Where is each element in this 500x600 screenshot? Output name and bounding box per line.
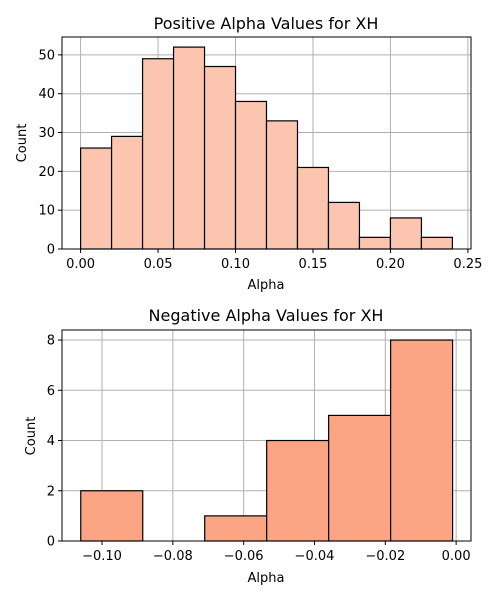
y-tick-label: 0 bbox=[47, 243, 55, 258]
y-tick-label: 0 bbox=[47, 535, 55, 550]
y-tick-label: 4 bbox=[47, 434, 55, 449]
y-tick-label: 20 bbox=[38, 165, 55, 180]
x-tick-label: −0.10 bbox=[82, 549, 122, 564]
histogram-bar bbox=[420, 236, 454, 250]
histogram-bar bbox=[265, 120, 299, 250]
histogram-bar bbox=[203, 65, 237, 250]
x-tick-label: 0.20 bbox=[376, 257, 405, 272]
positive-alpha-histogram: Positive Alpha Values for XH 0.00 0.05 0.1… bbox=[15, 14, 482, 293]
histogram-bar bbox=[328, 414, 392, 542]
histogram-bar bbox=[141, 58, 175, 250]
y-tick-label: 10 bbox=[38, 204, 55, 219]
plot-frame bbox=[61, 329, 472, 542]
histogram-bar bbox=[358, 236, 392, 250]
x-tick-label: −0.02 bbox=[365, 549, 405, 564]
histogram-bar bbox=[390, 339, 454, 542]
x-tick-label: −0.08 bbox=[153, 549, 193, 564]
histogram-bar bbox=[296, 166, 330, 250]
y-tick-label: 8 bbox=[47, 334, 55, 349]
y-tick-label: 6 bbox=[47, 384, 55, 399]
y-tick-label: 50 bbox=[38, 48, 55, 63]
histogram-bar bbox=[172, 46, 206, 250]
histogram-bar bbox=[327, 201, 361, 250]
y-tick-label: 40 bbox=[38, 87, 55, 102]
histogram-bar bbox=[204, 515, 268, 542]
x-tick-label: 0.25 bbox=[453, 257, 482, 272]
x-tick-label: 0.10 bbox=[221, 257, 250, 272]
histogram-bar bbox=[79, 147, 113, 250]
x-tick-label: 0.00 bbox=[66, 257, 95, 272]
histogram-bar bbox=[80, 490, 144, 542]
x-tick-label: 0.00 bbox=[442, 549, 471, 564]
y-tick-label: 30 bbox=[38, 126, 55, 141]
y-tick-label: 2 bbox=[47, 484, 55, 499]
chart-title: Positive Alpha Values for XH bbox=[154, 14, 379, 33]
y-axis-label: Count bbox=[24, 417, 39, 456]
histogram-bar bbox=[234, 100, 268, 250]
x-axis-label: Alpha bbox=[248, 571, 285, 586]
x-tick-label: 0.15 bbox=[299, 257, 328, 272]
histogram-bar bbox=[266, 439, 330, 542]
histogram-bar bbox=[389, 217, 423, 250]
x-tick-label: −0.04 bbox=[295, 549, 335, 564]
x-axis-label: Alpha bbox=[248, 278, 285, 293]
histogram-bar bbox=[110, 135, 144, 250]
y-axis-label: Count bbox=[15, 124, 30, 163]
chart-title: Negative Alpha Values for XH bbox=[149, 306, 384, 325]
x-tick-label: 0.05 bbox=[144, 257, 173, 272]
x-tick-label: −0.06 bbox=[224, 549, 264, 564]
negative-alpha-histogram: Negative Alpha Values for XH −0.10 −0.08 −… bbox=[24, 306, 472, 586]
plot-frame bbox=[61, 36, 472, 250]
